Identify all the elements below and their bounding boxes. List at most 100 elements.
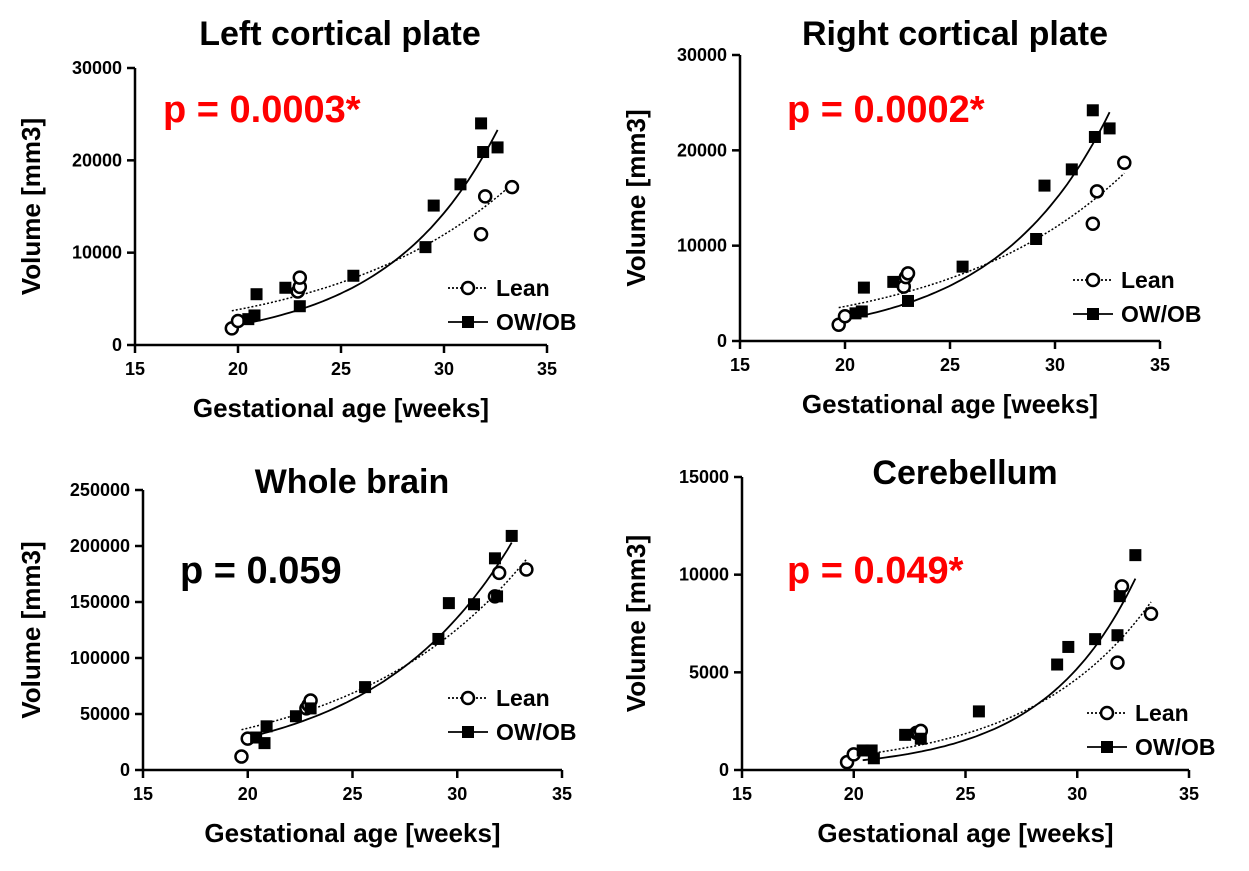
data-point-ow-ob xyxy=(475,117,488,130)
x-tick-label: 15 xyxy=(732,784,752,804)
data-point-ow-ob xyxy=(867,752,880,765)
data-point-ow-ob xyxy=(250,288,263,301)
data-point-ow-ob xyxy=(1113,590,1126,603)
data-point-ow-ob xyxy=(505,529,518,542)
y-tick-label: 250000 xyxy=(70,480,130,500)
data-point-ow-ob xyxy=(248,309,261,322)
data-point-ow-ob xyxy=(855,305,868,318)
data-point-ow-ob xyxy=(419,241,432,254)
data-point-ow-ob xyxy=(902,294,914,307)
chart-title: Left cortical plate xyxy=(199,15,481,53)
data-point-ow-ob xyxy=(1030,232,1043,245)
y-tick-label: 5000 xyxy=(689,662,729,682)
x-tick-label: 35 xyxy=(537,359,557,379)
x-tick-label: 20 xyxy=(228,359,248,379)
fit-curve xyxy=(862,578,1137,762)
x-tick-label: 30 xyxy=(1067,784,1087,804)
p-value-annotation: p = 0.0002* xyxy=(787,89,985,131)
legend-marker-ow-ob xyxy=(1087,308,1099,320)
y-tick-label: 0 xyxy=(112,335,122,355)
legend-label: OW/OB xyxy=(1135,734,1216,760)
data-point-ow-ob xyxy=(1129,549,1142,562)
series-lean xyxy=(839,579,1159,770)
chart-panel-1: Left cortical plate 15 20 25 30 35 0 10000 20000… xyxy=(16,15,577,423)
data-point-lean xyxy=(477,189,493,204)
series-ow-ob xyxy=(849,104,1116,320)
y-tick-label: 0 xyxy=(719,760,729,780)
data-point-ow-ob xyxy=(488,552,501,565)
fit-curve xyxy=(248,129,499,324)
legend-label: Lean xyxy=(1135,700,1189,726)
legend-marker-lean xyxy=(1099,705,1115,721)
chart-panel-4: Cerebellum 15 20 25 30 35 0 5000 10000 15000 Gesta… xyxy=(621,454,1216,848)
y-axis-label: Volume [mm3] xyxy=(16,541,46,718)
legend-label: OW/OB xyxy=(1121,301,1202,327)
data-point-ow-ob xyxy=(1038,179,1051,192)
data-point-lean xyxy=(230,313,246,329)
data-point-ow-ob xyxy=(1088,130,1101,143)
legend-label: Lean xyxy=(1121,267,1175,293)
x-tick-label: 35 xyxy=(552,784,572,804)
x-tick-label: 25 xyxy=(331,359,351,379)
x-axis-label: Gestational age [weeks] xyxy=(204,818,500,848)
data-point-ow-ob xyxy=(468,598,481,611)
data-point-ow-ob xyxy=(427,199,440,212)
x-tick-label: 15 xyxy=(133,784,153,804)
y-tick-label: 20000 xyxy=(677,140,727,160)
data-point-ow-ob xyxy=(491,141,504,154)
legend-marker-lean xyxy=(1085,272,1101,288)
data-point-ow-ob xyxy=(304,702,317,715)
chart-title: Cerebellum xyxy=(872,454,1057,492)
chart-title: Whole brain xyxy=(255,463,450,501)
fit-curve xyxy=(855,111,1111,319)
legend-marker-ow-ob xyxy=(1101,741,1113,753)
legend: Lean OW/OB xyxy=(448,685,577,745)
data-point-ow-ob xyxy=(279,281,292,294)
y-axis-label: Volume [mm3] xyxy=(16,118,46,295)
series-lean xyxy=(224,179,520,336)
x-tick-label: 15 xyxy=(125,359,145,379)
p-value-annotation: p = 0.059 xyxy=(180,550,342,592)
x-tick-label: 25 xyxy=(342,784,362,804)
chart-panel-2: Right cortical plate 15 20 25 30 35 0 10000 2000… xyxy=(621,15,1202,419)
y-tick-label: 20000 xyxy=(72,150,122,170)
data-point-ow-ob xyxy=(1065,163,1078,176)
data-point-ow-ob xyxy=(1111,629,1124,642)
data-point-ow-ob xyxy=(857,281,870,294)
y-tick-label: 200000 xyxy=(70,536,130,556)
fit-curve xyxy=(231,183,513,312)
data-point-lean xyxy=(504,179,520,195)
data-point-ow-ob xyxy=(914,732,927,745)
legend: Lean OW/OB xyxy=(1087,700,1216,760)
y-tick-label: 30000 xyxy=(677,45,727,65)
x-axis-label: Gestational age [weeks] xyxy=(802,389,1098,419)
data-point-lean xyxy=(473,226,489,242)
data-point-ow-ob xyxy=(491,590,504,603)
legend-marker-ow-ob xyxy=(462,316,474,328)
legend-marker-lean xyxy=(460,280,476,296)
legend: Lean OW/OB xyxy=(448,275,577,335)
data-point-ow-ob xyxy=(442,597,455,610)
data-point-ow-ob xyxy=(1089,633,1102,646)
data-point-ow-ob xyxy=(454,178,467,191)
data-point-ow-ob xyxy=(956,260,969,273)
x-tick-label: 20 xyxy=(835,355,855,375)
data-point-ow-ob xyxy=(899,728,912,741)
data-point-ow-ob xyxy=(359,681,372,694)
data-point-lean xyxy=(234,749,249,764)
data-point-lean xyxy=(1143,606,1159,621)
x-axis-label: Gestational age [weeks] xyxy=(193,393,489,423)
chart-panel-3: Whole brain 15 20 25 30 35 0 50000 100000 150000 2… xyxy=(16,463,577,848)
y-tick-label: 15000 xyxy=(679,467,729,487)
data-point-ow-ob xyxy=(477,146,490,159)
x-tick-label: 30 xyxy=(447,784,467,804)
legend-label: OW/OB xyxy=(496,309,577,335)
x-tick-label: 35 xyxy=(1179,784,1199,804)
x-tick-label: 30 xyxy=(1045,355,1065,375)
x-tick-label: 30 xyxy=(434,359,454,379)
data-point-ow-ob xyxy=(887,275,900,288)
y-tick-label: 10000 xyxy=(677,236,727,256)
data-point-ow-ob xyxy=(972,705,985,718)
data-point-ow-ob xyxy=(258,737,271,750)
legend-label: Lean xyxy=(496,275,550,301)
